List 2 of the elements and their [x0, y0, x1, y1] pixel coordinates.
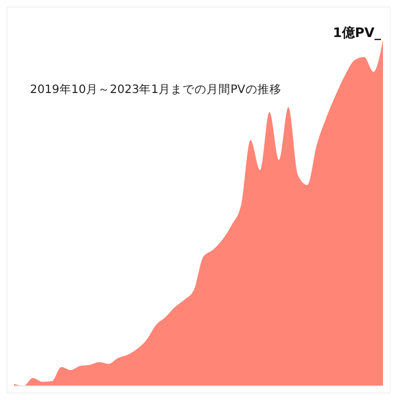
text: 2019年10月～2023年1月までの月間PVの推移 [30, 82, 282, 96]
annotation: 1億PV_ [332, 25, 382, 41]
